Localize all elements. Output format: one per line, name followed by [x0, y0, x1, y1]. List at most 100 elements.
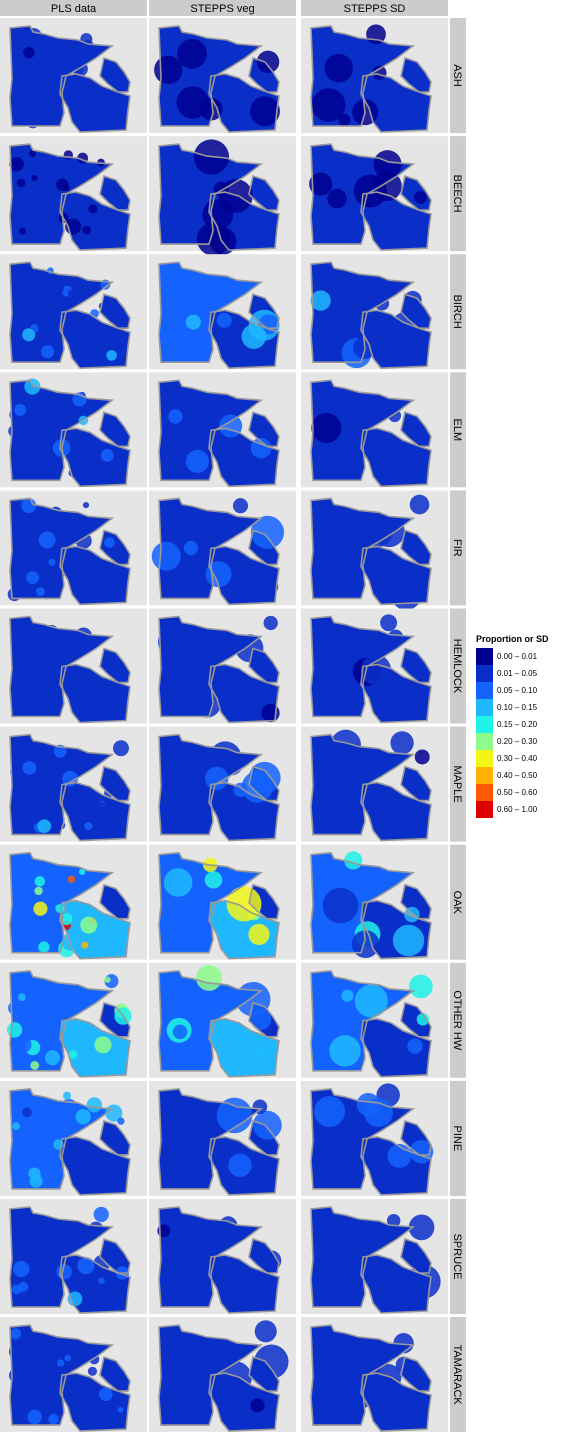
value-cell [48, 558, 56, 566]
value-cell [93, 1254, 111, 1272]
value-cell [29, 150, 37, 158]
value-cell [353, 174, 387, 208]
value-cell [361, 515, 393, 548]
value-cell [241, 324, 267, 349]
value-cell [98, 684, 113, 699]
legend-item: 0.40 – 0.50 [476, 767, 561, 784]
column-label: STEPPS SD [344, 3, 406, 15]
value-cell [87, 697, 98, 708]
map-panel [149, 18, 296, 133]
legend-label: 0.60 – 1.00 [497, 805, 538, 814]
row-strip [450, 726, 466, 842]
map-panel [0, 490, 147, 606]
value-cell [309, 172, 333, 196]
value-cell [9, 1328, 22, 1340]
value-cell [348, 1351, 381, 1384]
row-strip [450, 1080, 466, 1196]
value-cell [16, 1037, 32, 1053]
map-panel [301, 490, 448, 611]
row-label: MAPLE [451, 765, 463, 802]
map-panel [149, 1317, 296, 1433]
value-cell [254, 1320, 277, 1343]
legend-label: 0.40 – 0.50 [497, 771, 538, 780]
value-cell [23, 46, 35, 59]
value-cell [30, 1061, 40, 1070]
value-cell [84, 821, 93, 831]
value-cell [260, 1250, 282, 1272]
value-cell [111, 569, 129, 587]
value-cell [216, 1097, 253, 1134]
map-panel [301, 1199, 448, 1314]
value-cell [388, 629, 404, 645]
legend-label: 0.00 – 0.01 [497, 652, 538, 661]
value-cell [22, 328, 36, 342]
value-cell [63, 1091, 72, 1100]
value-cell [235, 981, 271, 1017]
value-cell [158, 626, 190, 658]
value-cell [412, 803, 427, 818]
legend: Proportion or SD 0.00 – 0.01 0.01 – 0.05 0… [476, 634, 561, 818]
value-cell [34, 107, 47, 120]
value-cell [32, 549, 46, 564]
value-cell [327, 188, 347, 209]
legend-label: 0.15 – 0.20 [497, 720, 538, 729]
value-cell [180, 1241, 200, 1262]
value-cell [254, 1344, 289, 1379]
value-cell [338, 113, 351, 127]
value-cell [182, 1346, 201, 1366]
value-cell [36, 587, 45, 597]
value-cell [185, 314, 201, 330]
value-cell [22, 1229, 31, 1237]
value-cell [55, 904, 65, 914]
row-strip [450, 1317, 466, 1433]
value-cell [17, 993, 26, 1002]
value-cell [100, 448, 114, 462]
value-cell [250, 515, 285, 549]
map-panel [0, 136, 147, 252]
value-cell [380, 614, 398, 632]
value-cell [11, 1284, 22, 1295]
value-cell [216, 312, 232, 328]
value-cell [22, 1107, 32, 1118]
map-panel [0, 1080, 147, 1196]
value-cell [53, 283, 64, 295]
value-cell [189, 1288, 207, 1306]
value-cell [8, 1343, 26, 1361]
value-cell [37, 663, 45, 671]
legend-label: 0.10 – 0.15 [497, 703, 538, 712]
map-panel [0, 962, 147, 1078]
value-cell [314, 1096, 345, 1127]
value-cell [391, 579, 422, 611]
row-strip [450, 490, 466, 606]
value-cell [354, 984, 388, 1018]
map-panel [149, 1199, 296, 1314]
row-label: OTHER HW [451, 990, 463, 1051]
value-cell [322, 887, 359, 924]
map-panel [0, 18, 147, 133]
value-cell [38, 531, 56, 549]
value-cell [34, 886, 43, 896]
row-strip [450, 608, 466, 724]
legend-item: 0.30 – 0.40 [476, 750, 561, 767]
value-cell [68, 1049, 78, 1059]
value-cell [414, 191, 427, 204]
map-panel [0, 1199, 147, 1314]
legend-item: 0.10 – 0.15 [476, 699, 561, 716]
value-cell [310, 290, 331, 311]
legend-title: Proportion or SD [476, 634, 549, 644]
value-cell [334, 785, 360, 811]
legend-item: 0.60 – 1.00 [476, 801, 561, 818]
value-cell [172, 1024, 188, 1040]
row-strip [450, 18, 466, 133]
row-label: HEMLOCK [451, 639, 463, 694]
map-panel [301, 372, 448, 488]
row-label: OAK [451, 891, 463, 915]
value-cell [87, 1284, 95, 1292]
value-cell [82, 225, 92, 235]
map-panel [301, 254, 448, 370]
value-cell [59, 394, 71, 407]
value-cell [75, 1109, 91, 1125]
value-cell [29, 1174, 43, 1188]
value-cell [91, 801, 107, 816]
